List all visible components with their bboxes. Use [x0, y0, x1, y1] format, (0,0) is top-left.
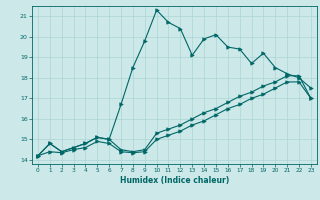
X-axis label: Humidex (Indice chaleur): Humidex (Indice chaleur) — [120, 176, 229, 185]
